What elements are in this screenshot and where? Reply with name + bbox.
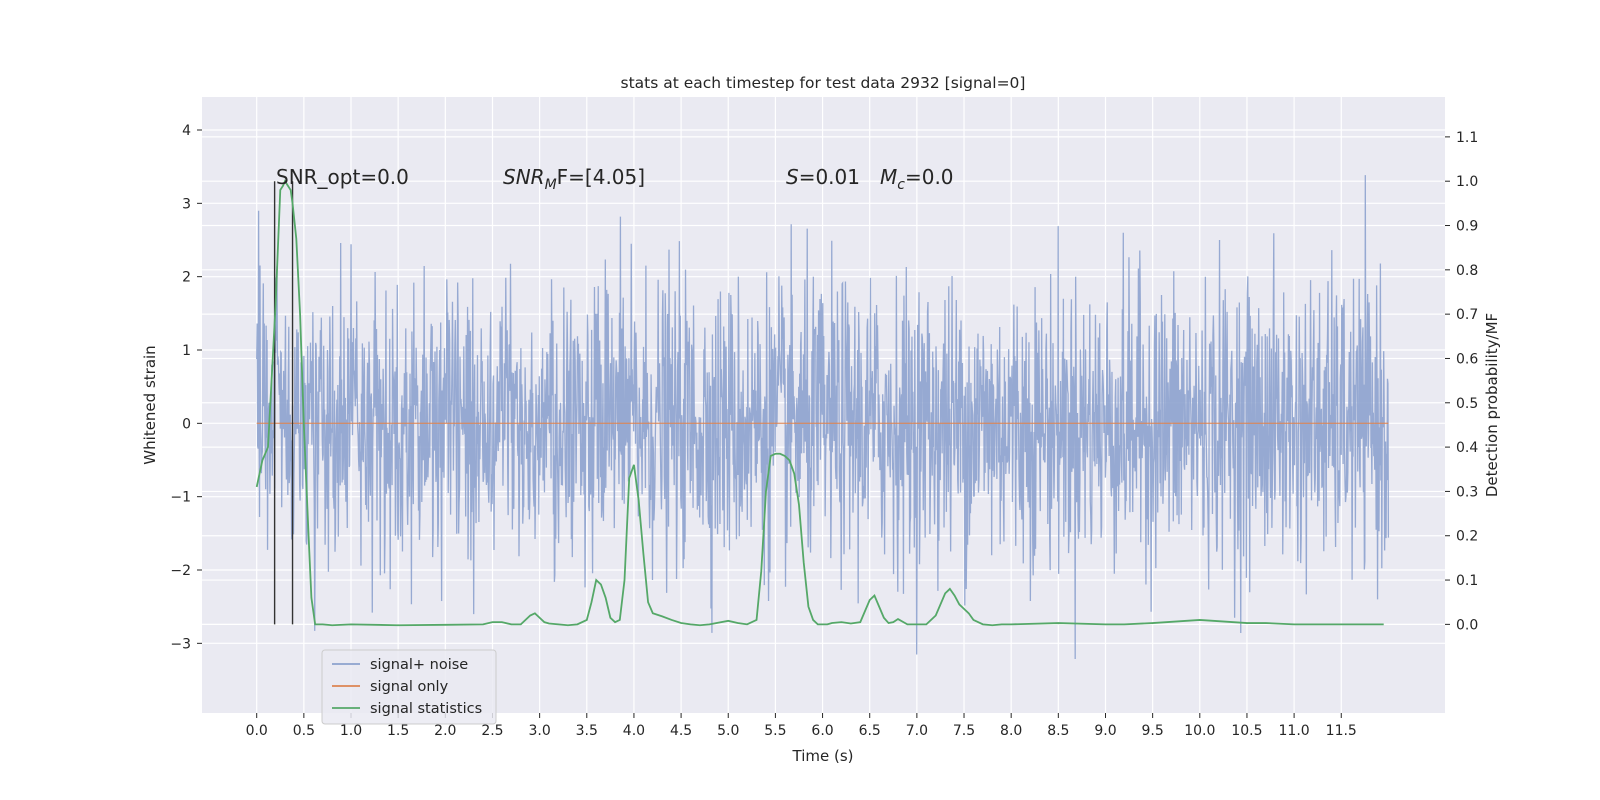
y-tick-label-left: −2 xyxy=(170,563,191,579)
y-tick-label-left: −3 xyxy=(170,636,191,652)
y-axis-label-left: Whitened strain xyxy=(141,345,159,464)
x-tick-label: 5.0 xyxy=(717,723,739,739)
x-tick-label: 0.0 xyxy=(246,723,268,739)
x-tick-label: 0.5 xyxy=(293,723,315,739)
x-tick-label: 10.0 xyxy=(1184,723,1215,739)
legend-label-signal-statistics: signal statistics xyxy=(370,701,482,717)
x-tick-label: 7.5 xyxy=(953,723,975,739)
annotation-snr-opt: SNR_opt=0.0 xyxy=(276,165,409,189)
signal-statistics-series xyxy=(255,179,1384,627)
y-tick-label-right: 0.1 xyxy=(1456,573,1478,589)
y-tick-label-left: −1 xyxy=(170,490,191,506)
s-symbol: S xyxy=(786,165,799,189)
y-tick-label-right: 1.0 xyxy=(1456,174,1478,190)
legend: signal+ noise signal only signal statist… xyxy=(321,649,497,725)
legend-box xyxy=(321,649,497,725)
snr-mf-symbol: SNR xyxy=(503,165,545,189)
x-tick-label: 4.5 xyxy=(670,723,692,739)
mc-symbol: M xyxy=(880,165,897,189)
x-tick-label: 6.0 xyxy=(811,723,833,739)
s-value: =0.01 xyxy=(799,165,860,189)
x-tick-label: 5.5 xyxy=(764,723,786,739)
y-tick-label-left: 3 xyxy=(182,196,191,212)
x-tick-label: 4.0 xyxy=(623,723,645,739)
snr-mf-value: F=[4.05] xyxy=(557,165,645,189)
legend-label-signal-only: signal only xyxy=(370,679,449,695)
snr-mf-subscript: M xyxy=(545,177,557,193)
x-tick-label: 3.0 xyxy=(528,723,550,739)
y-tick-label-right: 0.7 xyxy=(1456,307,1478,323)
x-tick-label: 10.5 xyxy=(1231,723,1262,739)
y-tick-label-right: 0.6 xyxy=(1456,351,1478,367)
chart-title: stats at each timestep for test data 293… xyxy=(621,74,1026,92)
y-tick-label-right: 0.2 xyxy=(1456,529,1478,545)
noise-series xyxy=(256,175,1390,659)
x-tick-label: 8.0 xyxy=(1000,723,1022,739)
y-tick-label-right: 0.8 xyxy=(1456,263,1478,279)
tick-layer: 0.0 0.5 1.0 1.5 2.0 2.5 3.0 3.5 4.0 4.5 5.0 5.5 6.0 6… xyxy=(170,123,1478,739)
y-tick-label-left: 4 xyxy=(182,123,191,139)
x-tick-label: 1.5 xyxy=(387,723,409,739)
x-tick-label: 11.5 xyxy=(1326,723,1357,739)
mc-subscript: c xyxy=(897,177,905,193)
x-tick-label: 6.5 xyxy=(859,723,881,739)
y-tick-label-right: 0.5 xyxy=(1456,396,1478,412)
x-tick-label: 3.5 xyxy=(576,723,598,739)
x-axis-label: Time (s) xyxy=(792,747,854,765)
annotation-s: S=0.01 xyxy=(786,165,860,189)
y-tick-label-right: 0.9 xyxy=(1456,219,1478,235)
mc-value: =0.0 xyxy=(905,165,954,189)
x-tick-label: 11.0 xyxy=(1279,723,1310,739)
signal-noise-line xyxy=(256,175,1390,659)
x-tick-label: 2.5 xyxy=(481,723,503,739)
annotation-snr-mf: SNRMF=[4.05] xyxy=(503,165,645,193)
y-axis-label-right: Detection probability/MF xyxy=(1483,313,1501,497)
y-tick-label-left: 1 xyxy=(182,343,191,359)
x-tick-label: 9.0 xyxy=(1094,723,1116,739)
annotation-mc: Mc=0.0 xyxy=(880,165,954,193)
y-tick-label-right: 0.3 xyxy=(1456,484,1478,500)
x-tick-label: 7.0 xyxy=(906,723,928,739)
legend-label-signal-noise: signal+ noise xyxy=(370,657,468,673)
x-tick-label: 1.0 xyxy=(340,723,362,739)
signal-statistics-line xyxy=(255,179,1384,627)
y-tick-label-left: 0 xyxy=(182,416,191,432)
y-tick-label-right: 0.4 xyxy=(1456,440,1478,456)
y-tick-label-left: 2 xyxy=(182,270,191,286)
x-tick-label: 2.0 xyxy=(434,723,456,739)
y-tick-label-right: 0.0 xyxy=(1456,617,1478,633)
vertical-markers xyxy=(273,181,294,625)
x-tick-label: 8.5 xyxy=(1047,723,1069,739)
y-tick-label-right: 1.1 xyxy=(1456,130,1478,146)
x-tick-label: 9.5 xyxy=(1142,723,1164,739)
